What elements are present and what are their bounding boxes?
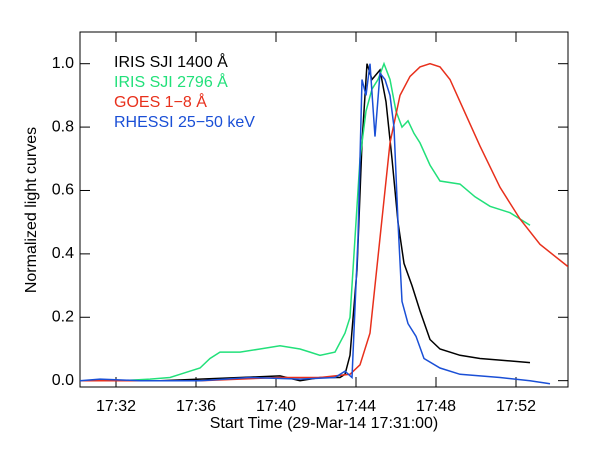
plot-area: [80, 61, 568, 385]
x-tick-label: 17:52: [496, 398, 536, 415]
y-axis-label: Normalized light curves: [23, 127, 40, 293]
y-tick-label: 0.0: [52, 372, 74, 389]
y-tick-label: 0.4: [52, 245, 74, 262]
legend-entry: RHESSI 25−50 keV: [114, 114, 255, 131]
series-line: [80, 62, 568, 382]
series-line: [80, 61, 531, 382]
legend-entry: GOES 1−8 Å: [114, 92, 207, 111]
y-tick-label: 0.2: [52, 308, 74, 325]
x-tick-label: 17:48: [416, 398, 456, 415]
x-tick-label: 17:44: [336, 398, 376, 415]
x-tick-label: 17:36: [176, 398, 216, 415]
legend-entry: IRIS SJI 2796 Å: [114, 72, 228, 91]
series-line: [159, 63, 531, 382]
plot-frame: [79, 31, 569, 388]
x-tick-label: 17:40: [256, 398, 296, 415]
y-tick-label: 0.8: [52, 118, 74, 135]
legend-entry: IRIS SJI 1400 Å: [114, 52, 228, 71]
x-tick-label: 17:32: [96, 398, 136, 415]
series-line: [80, 63, 551, 385]
y-tick-label: 1.0: [52, 55, 74, 72]
y-tick-label: 0.6: [52, 182, 74, 199]
x-axis-label: Start Time (29-Mar-14 17:31:00): [210, 415, 439, 432]
